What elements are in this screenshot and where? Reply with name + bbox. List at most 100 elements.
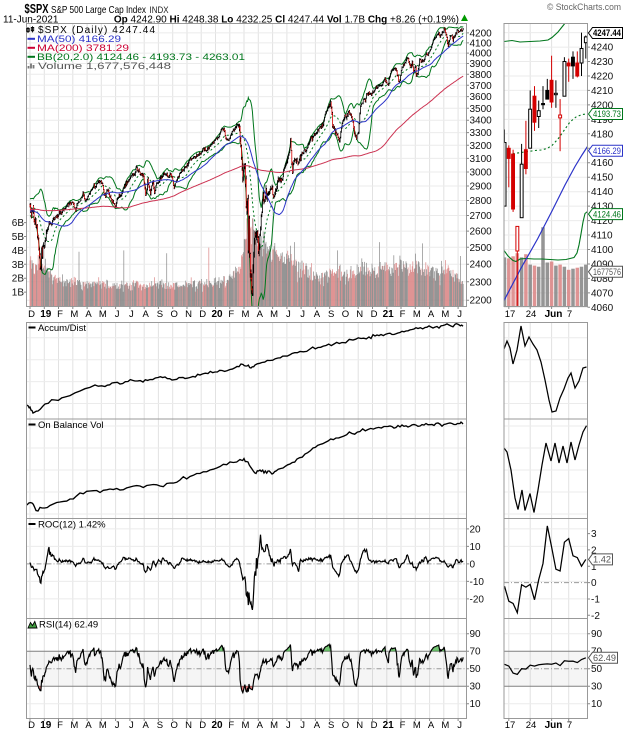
svg-text:-1: -1 (591, 595, 600, 606)
svg-text:5B: 5B (12, 232, 25, 243)
svg-text:D: D (28, 309, 35, 320)
svg-text:30: 30 (470, 682, 482, 693)
svg-text:3100: 3100 (470, 154, 493, 165)
svg-text:O: O (171, 309, 178, 320)
svg-text:30: 30 (591, 682, 603, 693)
svg-text:10: 10 (470, 699, 482, 710)
svg-text:4070: 4070 (591, 288, 614, 299)
svg-text:M: M (70, 720, 78, 731)
svg-text:7: 7 (567, 309, 572, 320)
svg-text:3600: 3600 (470, 92, 493, 103)
svg-text:N: N (356, 720, 363, 731)
svg-text:62.49: 62.49 (593, 653, 616, 663)
svg-text:3B: 3B (12, 260, 25, 271)
svg-text:0: 0 (470, 559, 476, 570)
svg-text:4090: 4090 (591, 260, 614, 271)
svg-text:19: 19 (40, 720, 52, 731)
svg-text:A: A (314, 309, 321, 320)
svg-text:M: M (441, 309, 449, 320)
svg-text:2600: 2600 (470, 227, 493, 238)
svg-text:J: J (129, 309, 134, 320)
svg-text:4240: 4240 (591, 43, 614, 54)
svg-text:2B: 2B (12, 274, 25, 285)
svg-text:4230: 4230 (591, 57, 614, 68)
svg-text:M: M (413, 720, 421, 731)
svg-text:M: M (242, 720, 250, 731)
svg-text:Op 4242.90 Hi 4248.38 Lo 4232.: Op 4242.90 Hi 4248.38 Lo 4232.25 Cl 4247… (114, 15, 459, 26)
svg-text:3400: 3400 (470, 116, 493, 127)
svg-text:4000: 4000 (470, 49, 493, 60)
svg-text:-10: -10 (470, 577, 485, 588)
svg-text:2800: 2800 (470, 196, 493, 207)
svg-text:4160: 4160 (591, 158, 614, 169)
svg-text:A: A (257, 720, 264, 731)
svg-text:M: M (270, 720, 278, 731)
svg-text:S: S (328, 720, 334, 731)
svg-text:70: 70 (470, 647, 482, 658)
svg-text:1B: 1B (12, 288, 25, 299)
svg-text:4060: 4060 (591, 303, 614, 314)
svg-text:Volume 1,677,576,448: Volume 1,677,576,448 (38, 61, 171, 72)
svg-text:10: 10 (591, 699, 603, 710)
svg-text:3000: 3000 (470, 168, 493, 179)
svg-text:O: O (342, 720, 349, 731)
svg-text:S: S (157, 720, 163, 731)
svg-text:F: F (228, 720, 234, 731)
svg-text:D: D (28, 720, 35, 731)
svg-text:4B: 4B (12, 246, 25, 257)
svg-text:4200: 4200 (591, 100, 614, 111)
svg-text:4200: 4200 (470, 28, 493, 39)
svg-text:7: 7 (567, 720, 572, 731)
svg-text:4100: 4100 (591, 245, 614, 256)
svg-text:17: 17 (505, 720, 516, 731)
svg-text:6B: 6B (12, 218, 25, 229)
svg-text:90: 90 (470, 629, 482, 640)
svg-text:3900: 3900 (470, 59, 493, 70)
svg-text:RSI(14) 62.49: RSI(14) 62.49 (39, 620, 98, 631)
svg-text:$SPX: $SPX (25, 2, 49, 16)
svg-text:4247.44: 4247.44 (593, 28, 621, 38)
svg-text:-20: -20 (470, 594, 485, 605)
svg-text:J: J (300, 309, 305, 320)
svg-text:4120: 4120 (591, 216, 614, 227)
svg-text:2900: 2900 (470, 182, 493, 193)
svg-text:2300: 2300 (470, 277, 493, 288)
svg-text:INDX: INDX (150, 5, 170, 16)
svg-text:F: F (57, 309, 63, 320)
svg-text:4210: 4210 (591, 86, 614, 97)
svg-text:J: J (129, 720, 134, 731)
svg-text:M: M (242, 309, 250, 320)
svg-text:$SPX (Daily) 4247.44: $SPX (Daily) 4247.44 (38, 25, 155, 36)
svg-text:20: 20 (211, 720, 223, 731)
svg-text:O: O (171, 720, 178, 731)
svg-text:A: A (143, 309, 150, 320)
svg-text:2200: 2200 (470, 296, 493, 307)
svg-text:O: O (342, 309, 349, 320)
svg-text:4193.73: 4193.73 (593, 109, 621, 119)
svg-text:4080: 4080 (591, 274, 614, 285)
svg-text:M: M (270, 309, 278, 320)
svg-text:J: J (457, 720, 462, 731)
svg-text:4150: 4150 (591, 173, 614, 184)
svg-text:20: 20 (470, 524, 482, 535)
svg-text:D: D (371, 309, 378, 320)
svg-text:A: A (85, 720, 92, 731)
svg-text:2500: 2500 (470, 243, 493, 254)
svg-text:4140: 4140 (591, 187, 614, 198)
svg-text:M: M (70, 309, 78, 320)
svg-text:20: 20 (211, 309, 223, 320)
svg-text:3700: 3700 (470, 81, 493, 92)
svg-text:50: 50 (591, 664, 603, 675)
svg-text:On Balance Vol: On Balance Vol (38, 420, 104, 431)
svg-text:S: S (328, 309, 334, 320)
svg-text:3: 3 (591, 529, 597, 540)
svg-text:3500: 3500 (470, 104, 493, 115)
svg-text:4100: 4100 (470, 38, 493, 49)
svg-text:21: 21 (383, 720, 395, 731)
svg-text:J: J (300, 720, 305, 731)
svg-text:4190: 4190 (591, 115, 614, 126)
svg-text:M: M (413, 309, 421, 320)
svg-text:F: F (400, 720, 406, 731)
svg-text:50: 50 (470, 664, 482, 675)
svg-text:3800: 3800 (470, 70, 493, 81)
